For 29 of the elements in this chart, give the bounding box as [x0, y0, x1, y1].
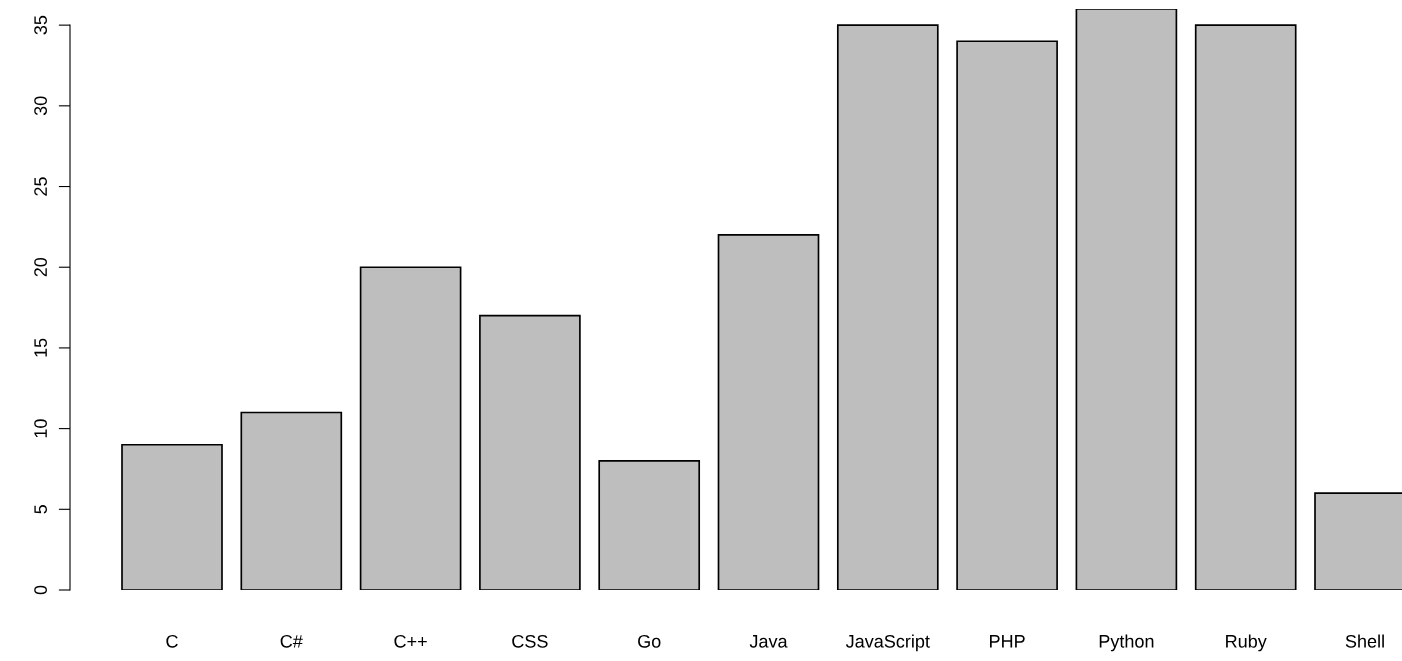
x-tick-label: C: [166, 634, 178, 648]
bar: [121, 443, 223, 590]
y-tick-label: 30: [34, 96, 47, 116]
bar: [359, 266, 462, 590]
bar: [479, 314, 581, 590]
x-tick-label: CSS: [512, 634, 548, 648]
bar: [836, 24, 939, 590]
y-tick-label: 0: [34, 585, 47, 595]
x-tick-label: Java: [749, 635, 788, 648]
x-tick-label: C#: [280, 634, 303, 648]
x-tick-label: JavaScript: [845, 634, 930, 652]
y-tick-label: 20: [34, 257, 47, 277]
bar: [1075, 9, 1178, 590]
bar: [717, 234, 820, 590]
y-tick-label: 25: [34, 177, 47, 196]
x-tick-label: Python: [1099, 634, 1154, 652]
y-tick-label: 35: [34, 15, 47, 35]
y-tick-label: 5: [34, 505, 47, 514]
y-tick-label: 10: [34, 419, 47, 438]
x-tick-label: PHP: [990, 635, 1025, 648]
x-tick-label: Ruby: [1226, 634, 1267, 652]
bar: [956, 40, 1058, 590]
y-tick-label: 15: [34, 338, 47, 357]
x-tick-label: Go: [638, 634, 661, 648]
bar: [598, 460, 701, 590]
bar: [240, 411, 343, 590]
x-tick-label: Shell: [1345, 634, 1384, 648]
x-tick-label: C++: [394, 634, 427, 648]
bar: [1194, 24, 1297, 590]
